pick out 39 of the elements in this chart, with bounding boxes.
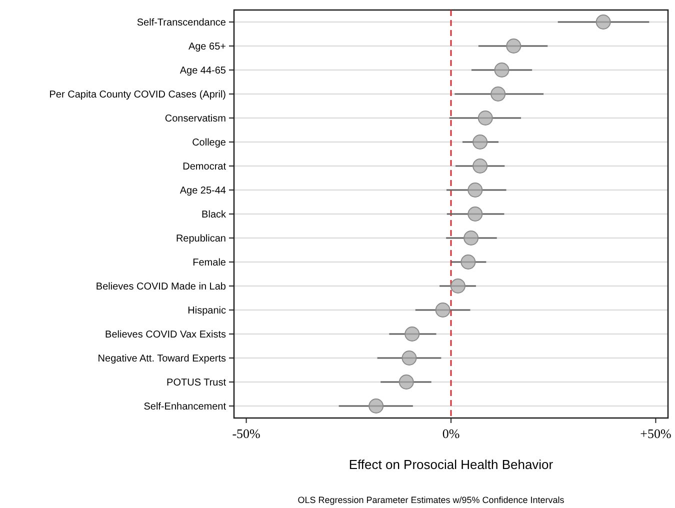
point xyxy=(464,230,479,246)
y-tick-label: Believes COVID Vax Exists xyxy=(105,330,226,340)
y-tick-label: Per Capita County COVID Cases (April) xyxy=(49,90,226,100)
y-tick-label: Negative Att. Toward Experts xyxy=(98,354,226,364)
point xyxy=(494,62,510,78)
y-tick-label: College xyxy=(192,138,226,148)
point xyxy=(472,134,488,150)
point xyxy=(506,38,522,54)
y-tick-label: Black xyxy=(202,210,227,220)
point xyxy=(402,350,417,366)
point xyxy=(596,14,611,30)
y-tick-label: Self-Transcendance xyxy=(136,18,226,28)
point xyxy=(435,302,450,318)
point xyxy=(460,254,476,270)
point xyxy=(450,278,466,294)
y-tick-label: Age 65+ xyxy=(188,42,226,52)
y-tick-label: Believes COVID Made in Lab xyxy=(96,282,226,292)
y-tick-label: Conservatism xyxy=(164,114,226,124)
point xyxy=(398,374,414,390)
y-tick-label: Hispanic xyxy=(188,306,226,316)
x-axis-title: Effect on Prosocial Health Behavior xyxy=(348,457,554,472)
y-tick-label: Age 25-44 xyxy=(180,186,226,196)
point xyxy=(404,326,420,342)
x-tick-label: 0% xyxy=(442,426,460,441)
x-tick-label: +50% xyxy=(640,426,672,441)
y-tick-label: Democrat xyxy=(182,162,226,172)
text: OLS Regression Parameter Estimates w/95% Confidence Intervals xyxy=(298,495,565,505)
point xyxy=(472,158,488,174)
point xyxy=(478,110,493,126)
x-tick-label: -50% xyxy=(232,426,261,441)
y-tick-label: Self-Enhancement xyxy=(144,402,226,412)
y-tick-label: Female xyxy=(192,258,226,268)
y-tick-label: POTUS Trust xyxy=(166,378,226,388)
y-tick-label: Republican xyxy=(176,234,226,244)
y-tick-label: Age 44-65 xyxy=(180,66,226,76)
point xyxy=(468,206,483,222)
point xyxy=(468,182,483,198)
point xyxy=(490,86,506,102)
point xyxy=(368,398,384,414)
